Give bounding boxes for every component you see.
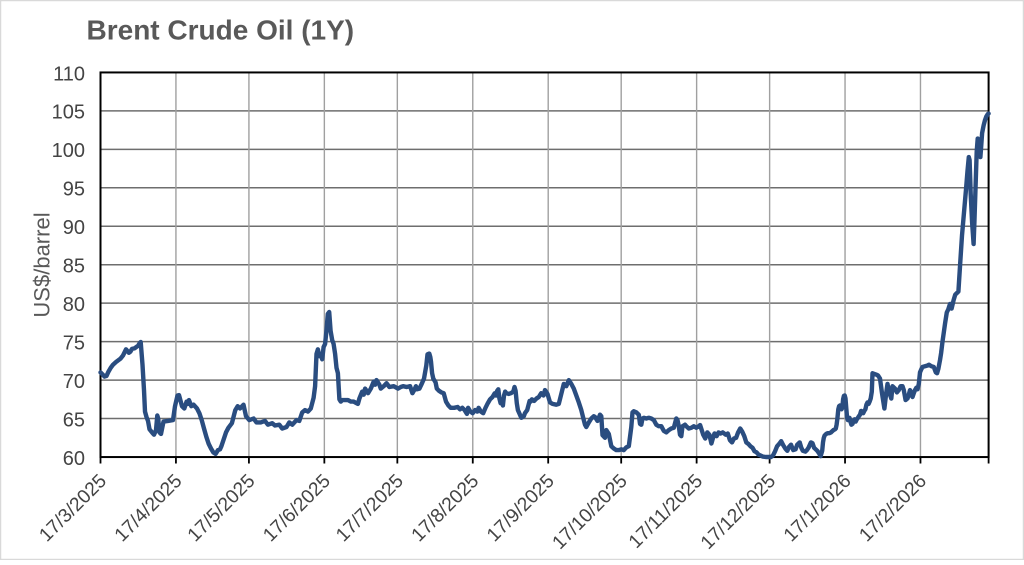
svg-text:85: 85 (63, 256, 85, 278)
svg-text:60: 60 (63, 448, 85, 470)
svg-text:65: 65 (63, 409, 85, 431)
svg-text:100: 100 (52, 140, 85, 162)
svg-text:110: 110 (53, 63, 85, 85)
svg-text:US$/barrel: US$/barrel (30, 212, 55, 317)
svg-text:90: 90 (63, 217, 85, 239)
svg-text:Brent Crude Oil (1Y): Brent Crude Oil (1Y) (87, 15, 355, 46)
svg-text:105: 105 (52, 102, 85, 124)
svg-text:95: 95 (63, 179, 85, 201)
svg-text:75: 75 (63, 332, 85, 354)
svg-text:70: 70 (63, 371, 85, 393)
svg-text:80: 80 (63, 294, 85, 316)
